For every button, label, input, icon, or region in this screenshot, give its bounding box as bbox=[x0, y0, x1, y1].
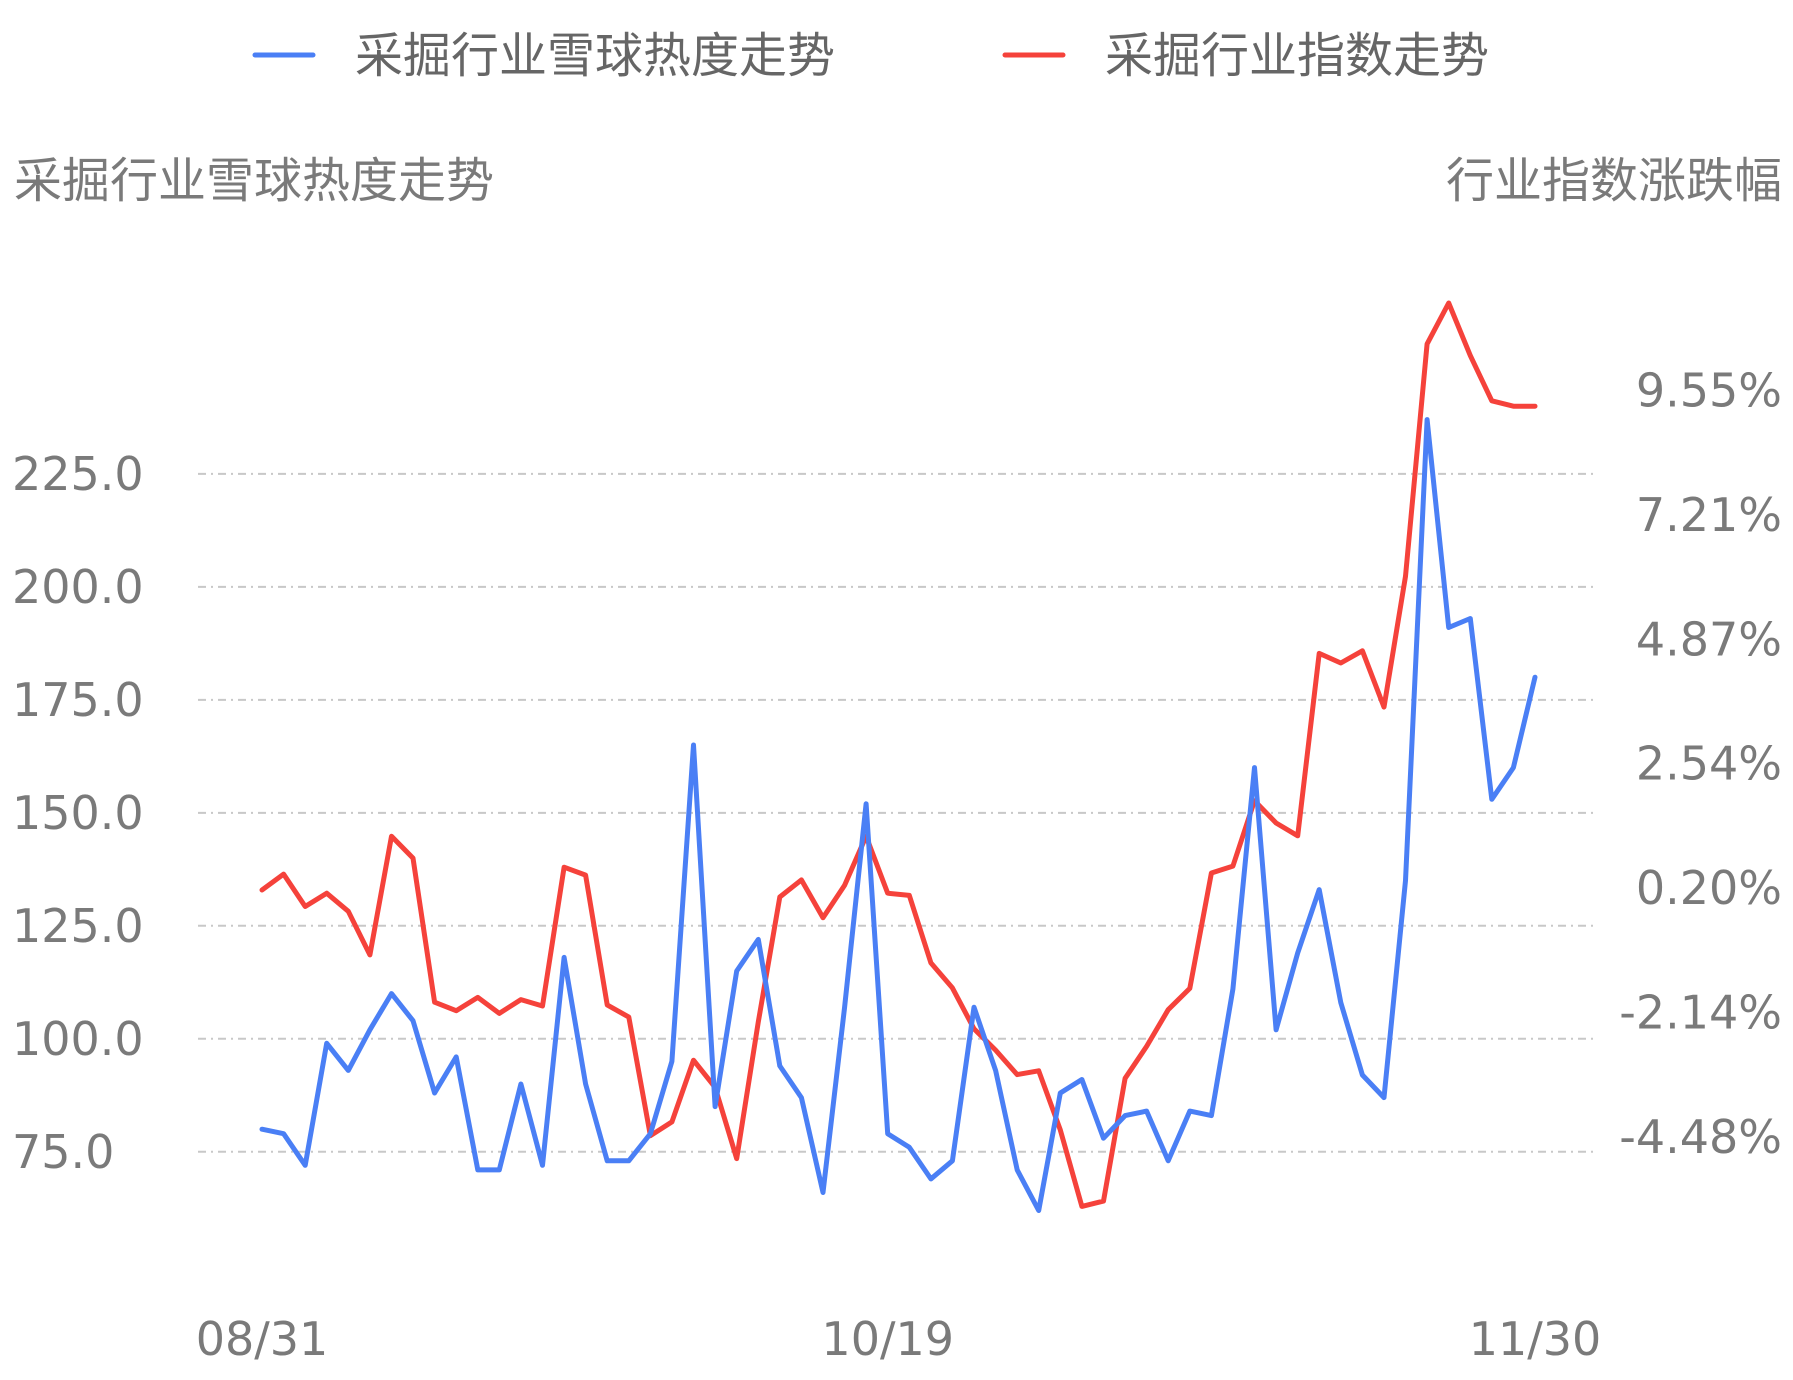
legend-label-index: 采掘行业指数走势 bbox=[1105, 28, 1489, 84]
left-tick-label: 100.0 bbox=[12, 1012, 144, 1066]
right-tick-label: -4.48% bbox=[1619, 1110, 1782, 1164]
left-axis-title: 采掘行业雪球热度走势 bbox=[14, 153, 494, 209]
legend: 采掘行业雪球热度走势 采掘行业指数走势 bbox=[252, 28, 1489, 84]
right-tick-label: 7.21% bbox=[1636, 488, 1782, 542]
series-line-index bbox=[259, 300, 1538, 1209]
left-tick-label: 125.0 bbox=[12, 899, 144, 953]
x-tick-label: 08/31 bbox=[196, 1312, 329, 1366]
right-axis-ticks: 9.55% 7.21% 4.87% 2.54% 0.20% -2.14% -4.48% bbox=[1619, 364, 1782, 1164]
legend-label-heat: 采掘行业雪球热度走势 bbox=[355, 28, 835, 84]
series-layer bbox=[259, 300, 1538, 1213]
x-tick-label: 10/19 bbox=[821, 1312, 954, 1366]
x-axis-ticks: 08/31 10/19 11/30 bbox=[196, 1312, 1602, 1366]
right-tick-label: -2.14% bbox=[1619, 985, 1782, 1039]
left-tick-label: 200.0 bbox=[12, 560, 144, 614]
gridlines bbox=[198, 472, 1598, 1153]
left-axis-ticks: 225.0 200.0 175.0 150.0 125.0 100.0 75.0 bbox=[12, 447, 144, 1179]
right-axis-title: 行业指数涨跌幅 bbox=[1446, 153, 1782, 209]
right-tick-label: 9.55% bbox=[1636, 364, 1782, 418]
right-tick-label: 0.20% bbox=[1636, 861, 1782, 915]
left-tick-label: 225.0 bbox=[12, 447, 144, 501]
right-tick-label: 4.87% bbox=[1636, 613, 1782, 667]
right-tick-label: 2.54% bbox=[1636, 736, 1782, 790]
x-tick-label: 11/30 bbox=[1469, 1312, 1602, 1366]
series-line-heat bbox=[259, 417, 1538, 1213]
left-tick-label: 175.0 bbox=[12, 673, 144, 727]
left-tick-label: 150.0 bbox=[12, 786, 144, 840]
left-tick-label: 75.0 bbox=[12, 1125, 114, 1179]
